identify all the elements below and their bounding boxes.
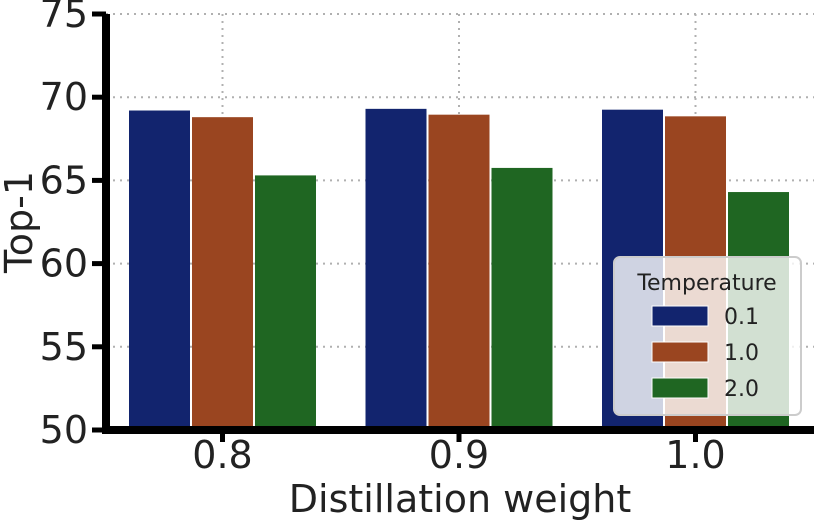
y-ticks: 50 55 60 65 70 75 [40, 0, 106, 452]
bar-0.8-temp-2.0 [255, 175, 316, 430]
x-tick-label: 1.0 [665, 433, 725, 477]
legend-swatch-0.1 [651, 305, 709, 327]
legend-label-1.0: 1.0 [724, 341, 759, 366]
y-axis-title: Top-1 [0, 171, 41, 274]
x-ticks: 0.8 0.9 1.0 [192, 430, 726, 477]
legend-box [613, 256, 802, 416]
x-tick-label: 0.9 [429, 433, 489, 477]
x-axis-title: Distillation weight [289, 477, 631, 521]
bar-0.8-temp-1.0 [192, 117, 253, 430]
y-tick-label: 70 [40, 75, 88, 119]
y-tick-label: 75 [40, 0, 88, 36]
legend-label-0.1: 0.1 [724, 305, 759, 330]
y-tick-label: 55 [40, 325, 88, 369]
legend-label-2.0: 2.0 [724, 377, 759, 402]
legend: Temperature 0.1 1.0 2.0 [613, 256, 802, 416]
legend-items: 0.1 1.0 2.0 [651, 305, 759, 402]
y-tick-label: 60 [40, 242, 88, 286]
y-tick-label: 50 [40, 408, 88, 452]
bar-0.8-temp-0.1 [129, 110, 190, 431]
x-tick-label: 0.8 [192, 433, 252, 477]
bar-0.9-temp-1.0 [428, 114, 490, 430]
legend-title: Temperature [636, 271, 776, 296]
legend-swatch-2.0 [651, 377, 709, 399]
legend-swatch-1.0 [651, 341, 709, 363]
bar-0.9-temp-2.0 [491, 167, 553, 431]
y-tick-label: 65 [40, 158, 88, 202]
bar-0.9-temp-0.1 [365, 108, 427, 431]
